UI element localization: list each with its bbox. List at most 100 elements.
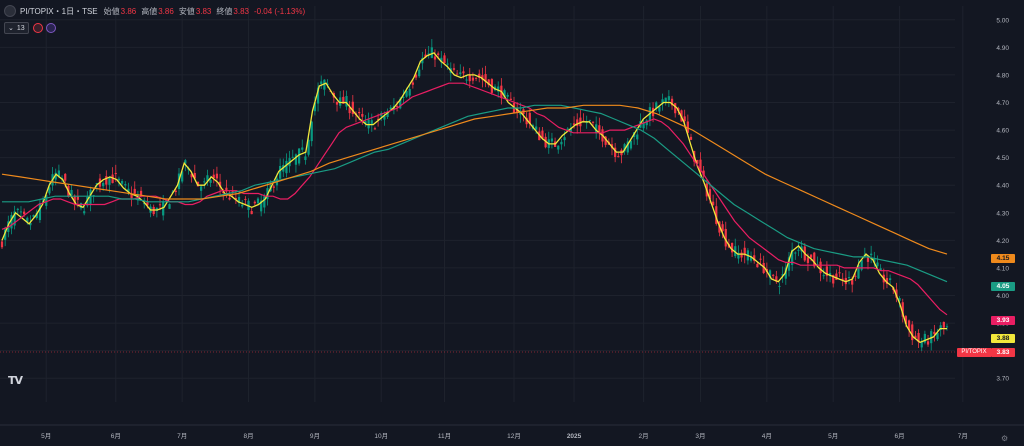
candle-body [102,183,105,187]
candle-body [408,89,411,96]
candle-body [471,77,475,81]
symbol-title[interactable]: PI/TOPIX・1日・TSE [20,6,98,16]
candle-body [759,258,762,260]
candle-body [421,58,424,64]
candle-body [541,130,544,139]
candle-body [904,316,908,324]
candle-body [459,72,462,74]
candle-body [146,202,149,206]
candle-body [579,117,582,127]
candle-body [699,159,702,172]
candle-body [497,86,500,92]
candle-body [516,108,519,113]
candle-body [569,127,573,133]
candle-body [225,187,228,192]
candle-body [446,63,449,65]
candle-body [674,103,677,114]
y-axis: 5.00 4.90 4.80 4.70 4.60 4.50 4.40 4.30 4.20 4.10… [996,17,1009,382]
candle-body [753,255,756,261]
x-tick-label: 10月 [374,432,388,440]
candle-body [206,175,209,182]
candle-body [936,333,939,340]
x-axis: 5月 6月 7月 8月 9月 10月 11月 12月 2025 2月 3月 4月 5月 6月 7月 [41,432,968,440]
candle-body [740,252,743,258]
moving-averages [0,52,955,353]
y-tick-label: 4.70 [996,100,1009,107]
candle-body [636,134,639,140]
symbol-logo-icon [4,5,16,17]
candle-body [778,285,781,287]
candle-body [231,191,234,193]
last-price-symbol-label: PI/TOPIX [957,348,991,357]
candle-body [598,125,601,133]
candle-body [73,195,76,203]
candle-body [209,179,212,183]
candle-body [272,186,275,188]
candle-body [120,180,124,184]
candle-body [130,194,133,199]
candle-body [595,124,598,134]
candle-body [427,53,430,55]
candle-body [234,198,237,200]
candle-body [297,148,301,164]
candle-body [756,263,759,268]
indicator-toggle-button[interactable]: ⌄ 13 [4,22,29,34]
candle-body [218,181,222,187]
y-tick-label: 4.50 [996,155,1009,162]
candle-body [847,277,851,279]
candle-body [557,145,560,150]
candle-body [114,173,117,175]
candle-body [487,79,490,86]
candle-body [658,106,661,112]
candle-body [433,56,437,60]
candle-body [111,174,114,184]
candle-body [222,191,225,193]
x-tick-label: 8月 [243,432,253,440]
candle-body [351,101,354,115]
low-value: 3.83 [195,6,212,16]
candle-body [664,97,667,103]
open-value: 3.86 [120,6,137,16]
candlestick-series [0,39,949,352]
candle-body [614,147,617,157]
indicator-count: 13 [16,24,25,32]
candle-body [4,229,7,240]
candle-body [623,144,626,152]
candle-body [358,111,361,114]
candle-body [484,74,487,82]
symbol-legend[interactable]: PI/TOPIX・1日・TSE 始値 3.86 高値 3.86 安値 3.83 … [4,4,305,18]
candle-body [503,90,506,98]
candle-body [162,201,165,216]
candle-body [667,96,670,101]
candle-body [437,53,440,55]
candle-body [642,122,645,129]
replay-icon[interactable] [45,23,56,33]
indicator-row[interactable]: ⌄ 13 [4,22,59,34]
candle-body [851,279,854,285]
candle-body [860,260,863,270]
candle-body [430,47,433,58]
y-tick-label: 4.40 [996,183,1009,190]
candle-body [876,262,879,267]
tradingview-logo[interactable]: TV [8,374,23,387]
candle-body [474,77,478,79]
candle-body [737,252,740,259]
candle-body [443,55,446,64]
settings-gear-icon[interactable]: ⚙ [1001,434,1009,443]
candle-body [304,156,307,161]
candle-body [914,335,917,339]
candle-body [395,106,399,108]
y-tick-label: 4.00 [996,293,1009,300]
candle-body [879,268,882,271]
candle-body [313,102,317,112]
candle-body [158,204,162,206]
candle-body [253,201,256,204]
candle-body [250,211,253,215]
alert-icon[interactable] [32,23,43,33]
candle-body [139,190,143,196]
candle-body [294,154,298,165]
candle-body [79,202,83,209]
candle-body [117,178,121,181]
